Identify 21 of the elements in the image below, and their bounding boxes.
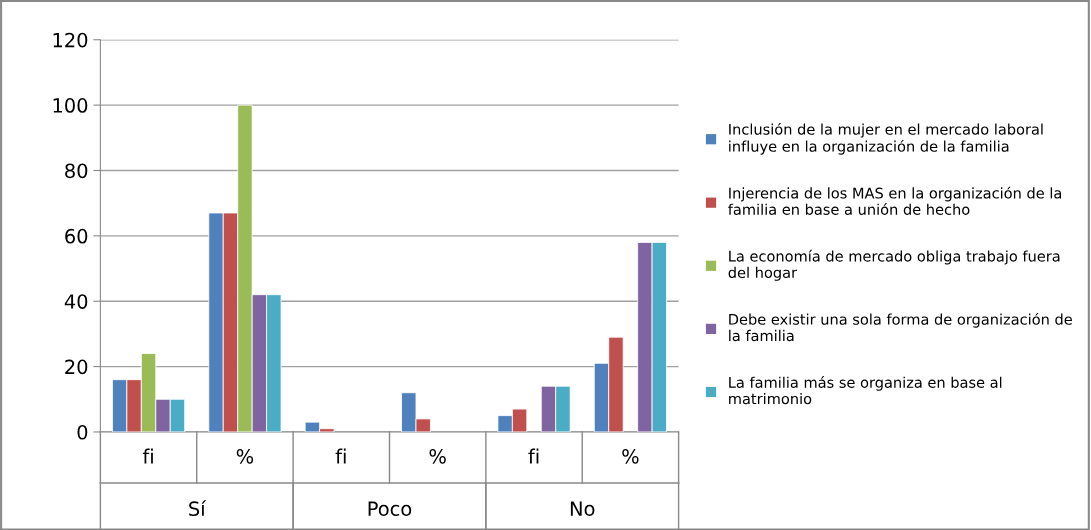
legend-label: La familia más se organiza en base al matrimonio xyxy=(729,376,1002,405)
y-tick-label: 20 xyxy=(65,359,88,375)
text: Poco xyxy=(368,501,412,517)
y-tick-label: 120 xyxy=(53,32,88,48)
y-tick-label: 100 xyxy=(53,98,88,113)
text: Sí xyxy=(189,500,207,517)
y-tick-label: 40 xyxy=(64,294,88,309)
text: No xyxy=(570,501,595,517)
x-tick-label: fi xyxy=(528,448,539,464)
legend-label: Injerencia de los MAS en la organización de la familia en base a unión de hecho xyxy=(728,186,1062,215)
y-tick-label: 0 xyxy=(77,424,88,440)
y-tick-label: 80 xyxy=(65,163,88,179)
x-tick-label: fi xyxy=(335,448,346,464)
x-tick-label: % xyxy=(622,448,639,464)
legend-label: Inclusión de la mujer en el mercado laboral influye en la organización de la familia xyxy=(729,122,1043,155)
legend-label: Debe existir una sola forma de organización de la familia xyxy=(729,312,1072,342)
x-tick-label: fi xyxy=(142,448,153,464)
x-tick-label: % xyxy=(429,448,446,464)
legend-label: La economía de mercado obliga trabajo fuera del hogar xyxy=(728,249,1060,281)
y-tick-label: 60 xyxy=(65,228,88,244)
x-tick-label: % xyxy=(236,448,254,464)
